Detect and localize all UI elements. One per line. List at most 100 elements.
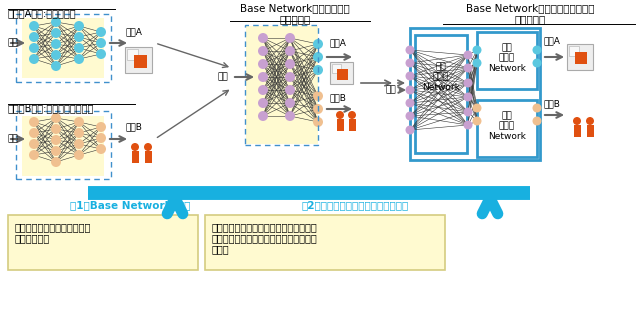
Text: 入力に近い層を共通化をして: 入力に近い層を共通化をして bbox=[15, 222, 92, 232]
Circle shape bbox=[51, 113, 61, 123]
Bar bbox=[245, 25, 318, 145]
Circle shape bbox=[573, 117, 581, 125]
Circle shape bbox=[406, 86, 415, 95]
Text: モデルA（例:物体検知）: モデルA（例:物体検知） bbox=[8, 8, 77, 18]
Text: 出力A: 出力A bbox=[330, 38, 347, 47]
Circle shape bbox=[336, 111, 344, 119]
Circle shape bbox=[285, 33, 295, 43]
Circle shape bbox=[29, 117, 39, 127]
Circle shape bbox=[29, 54, 39, 64]
Circle shape bbox=[532, 117, 541, 126]
Circle shape bbox=[29, 128, 39, 138]
Text: 圧縮
された
Network: 圧縮 された Network bbox=[488, 43, 526, 73]
Text: ながら、自動で最適な圧縮用パラメータ: ながら、自動で最適な圧縮用パラメータ bbox=[212, 233, 317, 243]
Circle shape bbox=[532, 58, 541, 67]
Bar bbox=[145, 151, 152, 163]
Bar bbox=[131, 151, 138, 163]
Circle shape bbox=[313, 52, 323, 62]
Circle shape bbox=[472, 117, 481, 126]
Circle shape bbox=[463, 78, 472, 87]
Circle shape bbox=[472, 45, 481, 54]
Bar bbox=[168, 191, 182, 199]
Bar bbox=[127, 49, 138, 60]
Circle shape bbox=[258, 33, 268, 43]
Bar bbox=[477, 32, 537, 89]
Bar bbox=[16, 14, 111, 82]
Circle shape bbox=[96, 122, 106, 132]
Bar bbox=[22, 116, 104, 176]
Bar bbox=[246, 26, 318, 144]
Circle shape bbox=[406, 126, 415, 134]
Circle shape bbox=[29, 32, 39, 42]
Text: （1）Base Network共通化: （1）Base Network共通化 bbox=[70, 200, 190, 210]
Circle shape bbox=[285, 72, 295, 82]
Circle shape bbox=[285, 59, 295, 69]
Circle shape bbox=[285, 98, 295, 108]
Text: 出力A: 出力A bbox=[125, 27, 142, 36]
Text: （2）自動で最適なネットワーク圧縮: （2）自動で最適なネットワーク圧縮 bbox=[301, 200, 408, 210]
Circle shape bbox=[74, 21, 84, 31]
Circle shape bbox=[313, 65, 323, 75]
Circle shape bbox=[51, 39, 61, 49]
Circle shape bbox=[74, 43, 84, 53]
Circle shape bbox=[51, 146, 61, 156]
Circle shape bbox=[29, 139, 39, 149]
Bar bbox=[586, 125, 593, 137]
Text: 出力B: 出力B bbox=[125, 122, 142, 131]
Circle shape bbox=[258, 85, 268, 95]
Bar bbox=[332, 64, 341, 73]
Circle shape bbox=[51, 50, 61, 60]
Bar bbox=[16, 111, 111, 179]
Bar bbox=[349, 119, 355, 131]
Circle shape bbox=[96, 27, 106, 37]
Bar bbox=[8, 215, 198, 270]
Bar bbox=[134, 55, 147, 68]
Circle shape bbox=[472, 58, 481, 67]
Circle shape bbox=[258, 46, 268, 56]
Circle shape bbox=[51, 157, 61, 167]
Circle shape bbox=[532, 45, 541, 54]
Circle shape bbox=[463, 50, 472, 59]
Text: ツールが、学習と圧縮を交互に繰り返し: ツールが、学習と圧縮を交互に繰り返し bbox=[212, 222, 317, 232]
Circle shape bbox=[96, 49, 106, 59]
Circle shape bbox=[406, 45, 415, 54]
Circle shape bbox=[313, 91, 323, 101]
Text: 出力B: 出力B bbox=[543, 99, 560, 108]
Circle shape bbox=[313, 39, 323, 49]
Text: 演算量を削減: 演算量を削減 bbox=[15, 233, 51, 243]
Circle shape bbox=[74, 32, 84, 42]
Bar bbox=[567, 44, 593, 70]
Bar bbox=[330, 62, 353, 84]
Circle shape bbox=[96, 144, 106, 154]
Circle shape bbox=[406, 112, 415, 120]
Circle shape bbox=[406, 58, 415, 67]
Circle shape bbox=[285, 46, 295, 56]
Circle shape bbox=[96, 133, 106, 143]
Circle shape bbox=[463, 92, 472, 101]
Circle shape bbox=[74, 150, 84, 160]
Bar bbox=[22, 18, 104, 78]
Circle shape bbox=[96, 38, 106, 48]
Bar bbox=[410, 28, 540, 160]
Bar bbox=[575, 52, 587, 64]
Bar bbox=[205, 215, 445, 270]
Circle shape bbox=[258, 59, 268, 69]
Circle shape bbox=[29, 21, 39, 31]
Text: 入力: 入力 bbox=[218, 72, 228, 81]
Bar bbox=[477, 100, 537, 157]
Circle shape bbox=[74, 128, 84, 138]
Bar bbox=[415, 35, 467, 153]
Text: 出力A: 出力A bbox=[543, 36, 560, 45]
Circle shape bbox=[51, 135, 61, 145]
Bar bbox=[483, 191, 497, 199]
Circle shape bbox=[406, 72, 415, 81]
Text: 入力: 入力 bbox=[385, 85, 396, 94]
Circle shape bbox=[144, 143, 152, 151]
Text: Base Network共通化・圧縮された
統合モデル: Base Network共通化・圧縮された 統合モデル bbox=[466, 3, 595, 25]
Circle shape bbox=[74, 117, 84, 127]
Text: モデルB（例:意味的領域分割）: モデルB（例:意味的領域分割） bbox=[8, 103, 94, 113]
Bar bbox=[573, 125, 580, 137]
Bar bbox=[569, 46, 579, 56]
Circle shape bbox=[463, 63, 472, 72]
Circle shape bbox=[348, 111, 356, 119]
